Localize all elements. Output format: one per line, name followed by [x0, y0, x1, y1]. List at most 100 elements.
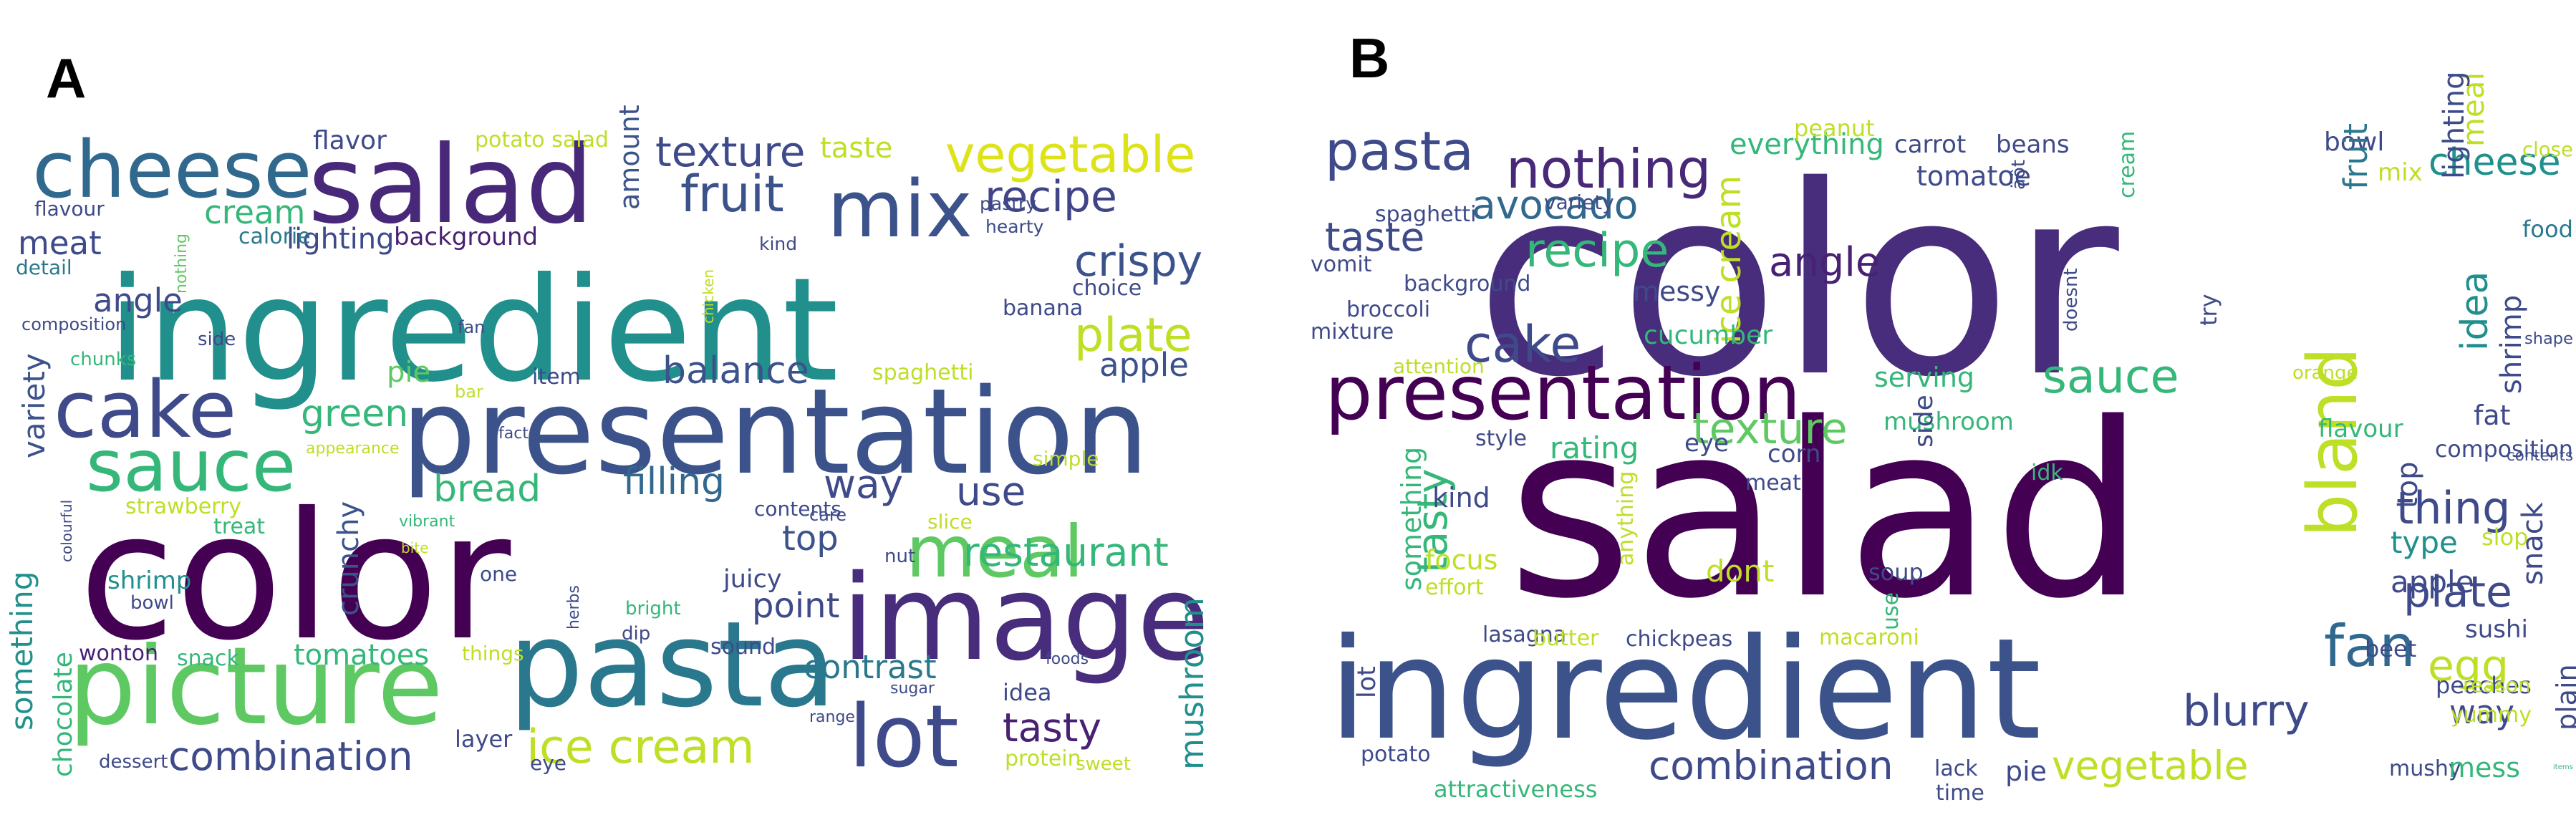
word-cake: cake: [1465, 315, 1581, 374]
word-picture: picture: [68, 624, 443, 749]
word-variety: variety: [16, 353, 52, 458]
word-angle: angle: [93, 281, 183, 319]
word-kind: kind: [1432, 482, 1490, 513]
word-layer: layer: [455, 725, 513, 753]
word-close: close: [2522, 138, 2573, 161]
word-sauce: sauce: [86, 424, 296, 508]
word-combination: combination: [1649, 743, 1894, 788]
word-item: item: [532, 365, 581, 390]
panel-label-b: B: [1349, 26, 1390, 90]
word-lighting: lighting: [286, 223, 395, 256]
word-eye: eye: [530, 751, 566, 775]
word-eye: eye: [1684, 429, 1729, 458]
word-cloud-a: ingredient color presentation picture pasta s…: [0, 0, 1232, 820]
word-shrimp: shrimp: [107, 566, 191, 595]
word-flavour: flavour: [2318, 415, 2403, 443]
word-bowl: bowl: [130, 592, 174, 614]
word-something: something: [1396, 447, 1427, 591]
word-butter: butter: [1533, 626, 1599, 651]
word-spaghetti: spaghetti: [872, 360, 973, 385]
word-vibrant: vibrant: [399, 513, 455, 531]
word-foods: foods: [1046, 650, 1089, 668]
word-banana: banana: [1003, 296, 1083, 321]
word-chicken: chicken: [700, 269, 717, 324]
word-bread: bread: [433, 468, 541, 511]
word-potato-salad: potato salad: [475, 127, 609, 153]
word-appearance: appearance: [306, 440, 400, 458]
word-idea: idea: [2454, 271, 2497, 351]
word-ice-cream: ice cream: [526, 720, 755, 774]
word-cheese: cheese: [32, 124, 312, 216]
word-mix: mix: [2378, 158, 2423, 187]
word-ingredient: ingredient: [107, 247, 839, 414]
word-everything: everything: [1730, 128, 1884, 161]
word-fat: fat: [2474, 400, 2511, 431]
word-t: äôt: [2008, 160, 2030, 190]
word-effort: effort: [1425, 575, 1484, 600]
word-meal: meal: [906, 510, 1084, 594]
word-plain: plain: [2551, 664, 2576, 730]
word-treat: treat: [213, 514, 265, 539]
word-flavor: flavor: [313, 126, 387, 155]
word-one: one: [480, 562, 517, 586]
word-sound: sound: [710, 635, 776, 660]
word-fruit: fruit: [2337, 123, 2375, 190]
word-anything: anything: [1613, 471, 1639, 566]
word-tasty: tasty: [1003, 705, 1101, 751]
word-salad: salad: [308, 123, 594, 248]
word-texture: texture: [655, 127, 806, 176]
word-mess: mess: [2449, 752, 2520, 783]
word-color: color: [79, 475, 511, 679]
word-colourful: colourful: [58, 500, 75, 562]
word-wonton: wonton: [79, 641, 158, 666]
word-taste: taste: [1325, 214, 1424, 260]
word-snack: snack: [2517, 501, 2550, 585]
word-yummy: yummy: [2451, 703, 2532, 728]
word-sugar: sugar: [890, 680, 935, 698]
word-time: time: [1936, 781, 1984, 806]
word-corn: corn: [1767, 440, 1820, 468]
word-presentation: presentation: [1325, 349, 1801, 437]
word-peaches: peaches: [2436, 672, 2532, 699]
word-blurry: blurry: [2183, 686, 2310, 736]
word-meat: meat: [18, 224, 102, 262]
word-nut: nut: [884, 546, 915, 567]
word-lot: lot: [1353, 666, 1381, 698]
word-plate: plate: [1074, 309, 1192, 362]
word-calorie: calorie: [238, 224, 311, 249]
word-nothing: nothing: [1506, 138, 1711, 201]
word-side: side: [198, 329, 236, 350]
word-herbs: herbs: [565, 585, 583, 630]
word-fact: fact: [498, 425, 529, 443]
word-lasagna: lasagna: [1482, 622, 1566, 647]
word-amount: amount: [614, 105, 645, 210]
word-something: something: [4, 571, 39, 730]
word-fan: fan: [458, 317, 485, 337]
word-use: use: [1878, 592, 1904, 630]
word-simple: simple: [1033, 447, 1099, 471]
word-tasty: tasty: [1408, 468, 1457, 573]
word-attention: attention: [1393, 354, 1485, 378]
word-tomatoes: tomatoes: [294, 639, 429, 672]
word-juicy: juicy: [723, 565, 782, 594]
word-egg: egg: [2428, 641, 2509, 691]
word-cream: cream: [2115, 131, 2140, 198]
word-style: style: [1475, 426, 1527, 451]
word-doesnt: doesnt: [2060, 268, 2082, 332]
word-contents: contents: [754, 497, 841, 521]
word-bland: bland: [2294, 347, 2373, 537]
word-pasta: pasta: [1325, 120, 1474, 183]
word-sushi: sushi: [2465, 615, 2528, 644]
word-snack: snack: [177, 646, 240, 671]
word-range: range: [809, 708, 855, 726]
word-protein: protein: [1005, 746, 1081, 771]
word-hearty: hearty: [985, 216, 1044, 237]
word-sweet: sweet: [1076, 753, 1131, 775]
word-restaurant: restaurant: [963, 529, 1169, 575]
word-top: top: [782, 518, 839, 559]
word-contrast: contrast: [804, 648, 937, 686]
word-strawberry: strawberry: [125, 494, 241, 519]
word-background: background: [394, 223, 538, 251]
word-contents: contents: [2507, 447, 2573, 465]
word-slop: slop: [2481, 524, 2528, 551]
